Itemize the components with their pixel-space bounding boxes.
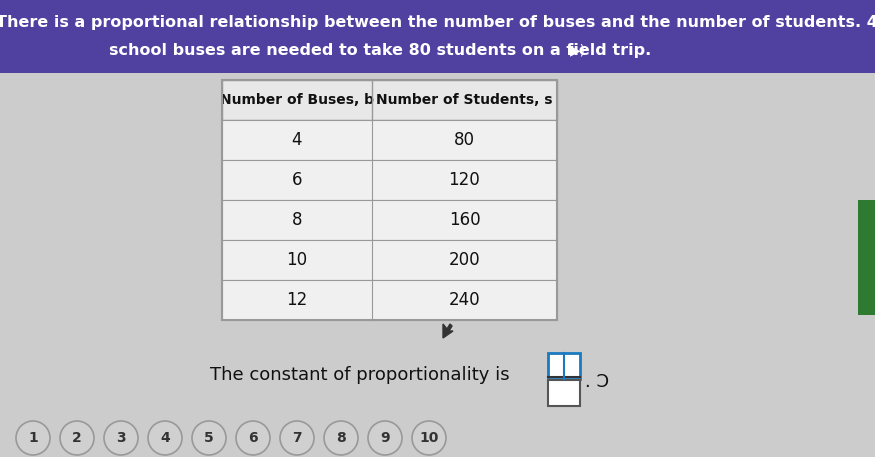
Text: 10: 10 (419, 431, 438, 445)
Circle shape (192, 421, 226, 455)
Bar (222, 280, 557, 320)
Text: ▶): ▶) (570, 43, 586, 57)
Circle shape (104, 421, 138, 455)
Bar (222, 240, 557, 280)
Text: 5: 5 (204, 431, 213, 445)
Text: 2: 2 (72, 431, 82, 445)
Bar (222, 120, 557, 160)
Text: 1: 1 (28, 431, 38, 445)
Text: 6: 6 (291, 171, 302, 189)
Text: 12: 12 (286, 291, 308, 309)
Text: 8: 8 (336, 431, 346, 445)
Circle shape (280, 421, 314, 455)
Text: 9: 9 (381, 431, 390, 445)
Circle shape (60, 421, 94, 455)
Polygon shape (443, 324, 453, 338)
Text: The constant of proportionality is: The constant of proportionality is (210, 366, 509, 384)
Bar (222, 80, 557, 320)
Bar (222, 200, 557, 240)
Text: Number of Students, s: Number of Students, s (376, 93, 553, 107)
Text: 240: 240 (449, 291, 480, 309)
Text: 8: 8 (291, 211, 302, 229)
Text: Number of Buses, b: Number of Buses, b (220, 93, 374, 107)
Bar (548, 353, 580, 379)
Circle shape (368, 421, 402, 455)
Text: 80: 80 (454, 131, 475, 149)
Bar (0, 0, 875, 73)
Text: school buses are needed to take 80 students on a field trip.: school buses are needed to take 80 stude… (108, 43, 651, 58)
Circle shape (236, 421, 270, 455)
Text: 10: 10 (286, 251, 308, 269)
Text: There is a proportional relationship between the number of buses and the number : There is a proportional relationship bet… (0, 15, 875, 30)
Bar (222, 80, 557, 120)
Circle shape (16, 421, 50, 455)
Bar (548, 380, 580, 406)
Circle shape (412, 421, 446, 455)
Text: 7: 7 (292, 431, 302, 445)
Text: 3: 3 (116, 431, 126, 445)
Bar (858, 200, 875, 315)
Text: 4: 4 (291, 131, 302, 149)
Text: 6: 6 (248, 431, 258, 445)
Circle shape (324, 421, 358, 455)
Bar (222, 160, 557, 200)
Text: 160: 160 (449, 211, 480, 229)
Text: . Ɔ: . Ɔ (585, 373, 609, 391)
Text: 120: 120 (449, 171, 480, 189)
Circle shape (148, 421, 182, 455)
Text: 200: 200 (449, 251, 480, 269)
Text: 4: 4 (160, 431, 170, 445)
